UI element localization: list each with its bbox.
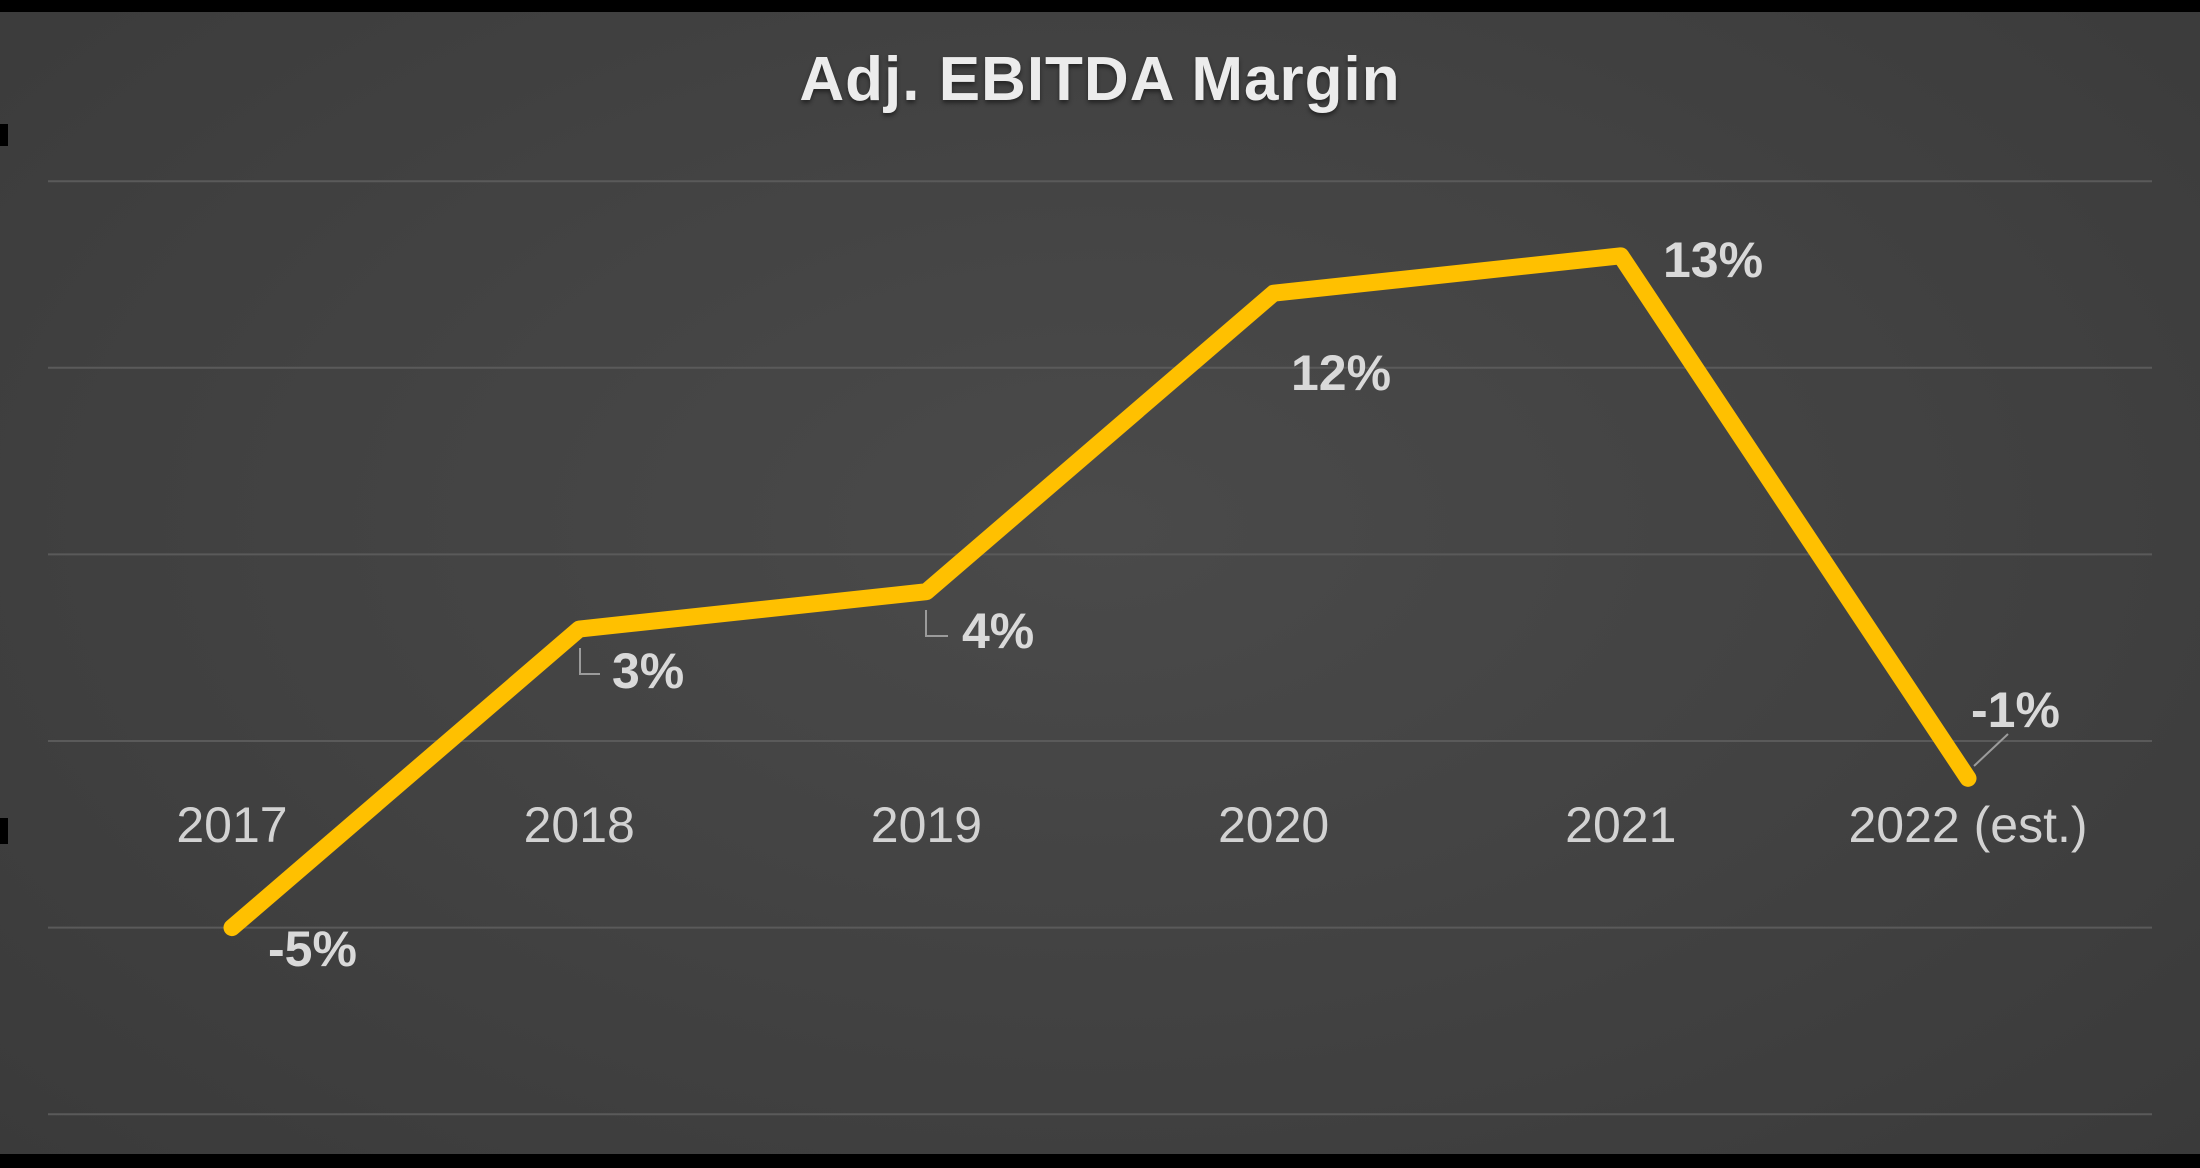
top-black-bar	[0, 0, 2200, 12]
data-label: 3%	[612, 643, 684, 699]
leader-line	[925, 610, 948, 637]
data-label: -1%	[1971, 682, 2060, 738]
leader-line	[579, 648, 600, 675]
x-axis-label: 2019	[871, 797, 982, 853]
data-label: 13%	[1663, 232, 1763, 288]
data-label: 12%	[1291, 345, 1391, 401]
x-axis-label: 2017	[176, 797, 287, 853]
x-axis-label: 2021	[1565, 797, 1676, 853]
data-label: -5%	[268, 921, 357, 977]
left-edge-notch	[0, 124, 8, 146]
data-label: 4%	[962, 603, 1034, 659]
bottom-black-bar	[0, 1154, 2200, 1168]
left-edge-notch	[0, 818, 8, 844]
chart-title: Adj. EBITDA Margin	[799, 45, 1401, 114]
x-axis-label: 2018	[524, 797, 635, 853]
x-axis-label: 2022 (est.)	[1848, 797, 2087, 853]
series-line	[223, 247, 1977, 937]
leader-line	[1973, 733, 2009, 767]
x-axis-label: 2020	[1218, 797, 1329, 853]
